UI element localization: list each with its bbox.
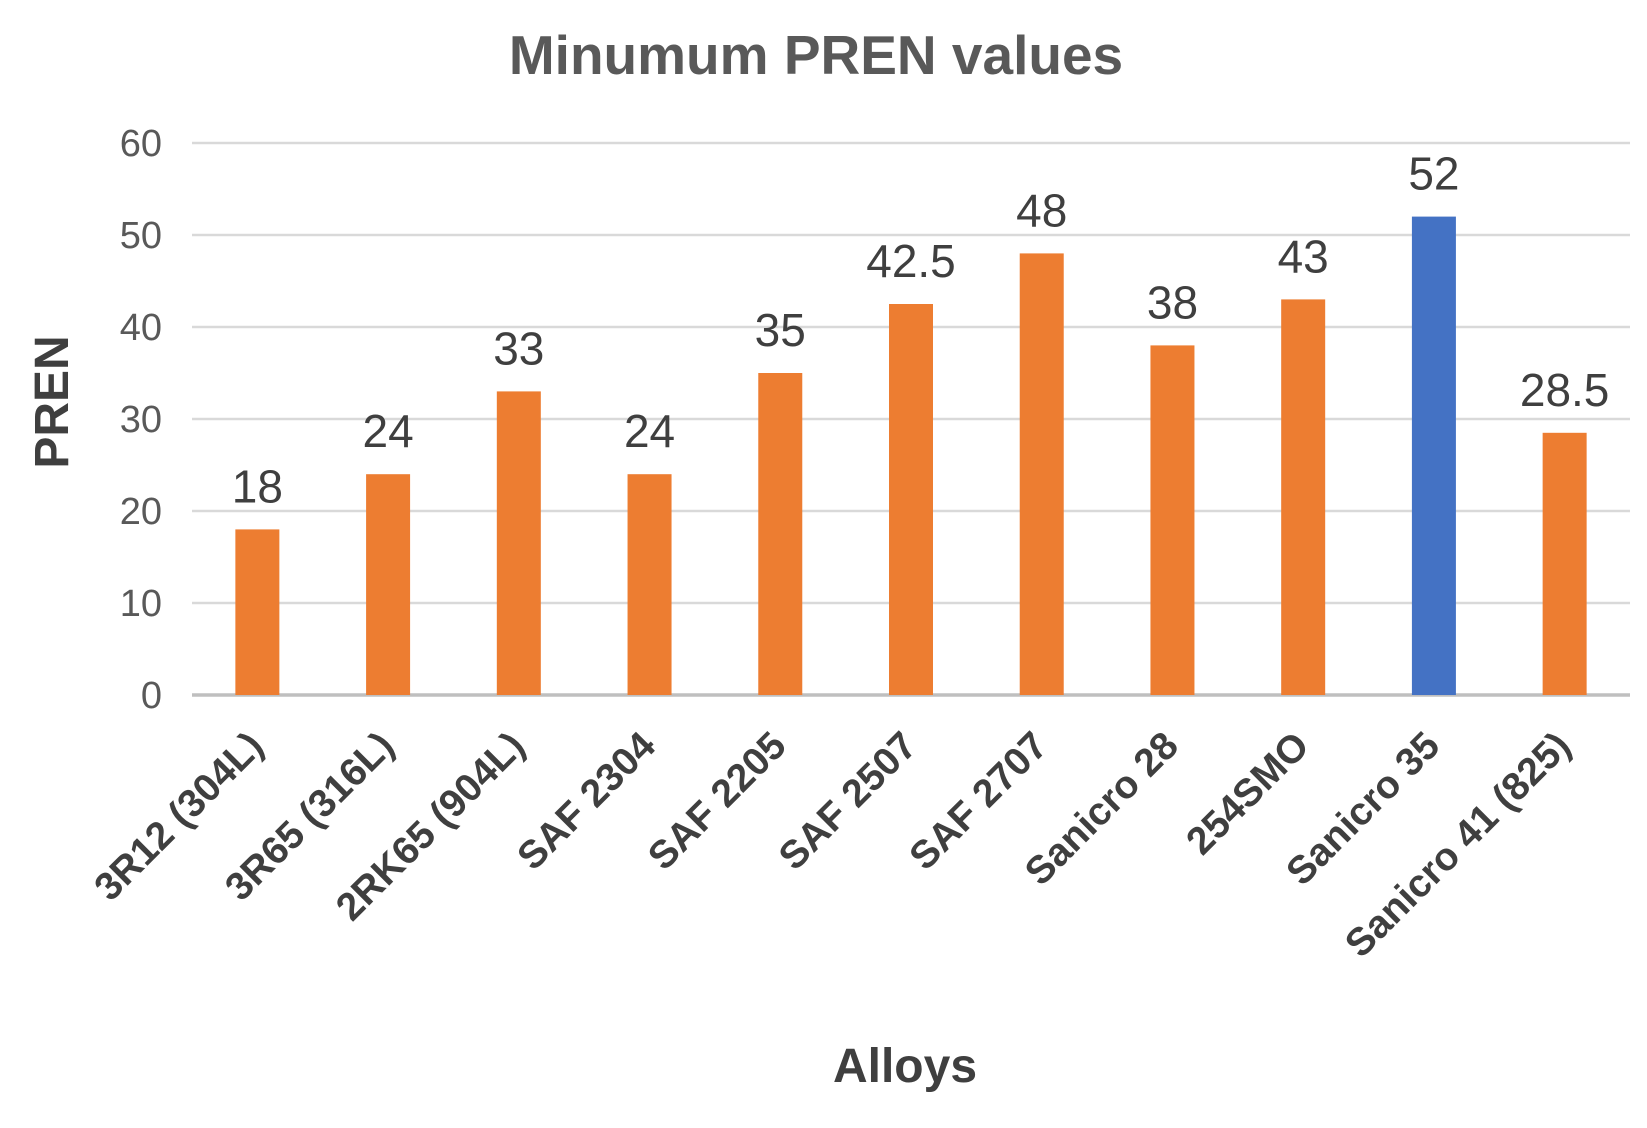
bar-7: [1150, 345, 1195, 695]
bar-2: [496, 391, 541, 695]
y-tick-label: 60: [120, 123, 162, 165]
bar-8: [1281, 299, 1326, 695]
y-tick-label: 50: [120, 215, 162, 257]
y-tick-labels-group: 0 10 20 30 40 50 60: [120, 123, 162, 717]
bar-1: [366, 474, 411, 695]
value-label: 52: [1408, 148, 1459, 200]
y-tick-label: 0: [141, 675, 162, 717]
value-label: 42.5: [866, 235, 956, 287]
y-tick-label: 10: [120, 583, 162, 625]
value-labels-group: 18 24 33 24 35 42.5 48 38 43 52 28.5: [232, 148, 1610, 513]
value-label: 35: [755, 304, 806, 356]
chart-title: Minumum PREN values: [509, 24, 1123, 86]
bar-3: [627, 474, 672, 695]
value-label: 24: [363, 405, 414, 457]
value-label: 18: [232, 460, 283, 512]
x-axis-title: Alloys: [833, 1040, 977, 1093]
category-label: 254SMO: [1178, 724, 1317, 863]
category-labels-group: 3R12 (304L)3R65 (316L)2RK65 (904L)SAF 23…: [87, 724, 1579, 966]
value-label: 24: [624, 405, 675, 457]
y-tick-label: 20: [120, 491, 162, 533]
y-tick-label: 30: [120, 399, 162, 441]
bar-5: [889, 304, 933, 695]
value-label: 33: [493, 322, 544, 374]
y-tick-label: 40: [120, 307, 162, 349]
bar-4: [758, 373, 803, 695]
bars-group: [235, 216, 1587, 695]
category-label: SAF 2507: [771, 724, 926, 879]
value-label: 43: [1278, 230, 1329, 282]
bar-9: [1411, 216, 1456, 695]
y-axis-title: PREN: [26, 335, 79, 468]
value-label: 28.5: [1520, 364, 1610, 416]
value-label: 38: [1147, 276, 1198, 328]
category-label: Sanicro 41 (825): [1337, 724, 1579, 966]
category-label: SAF 2205: [640, 724, 795, 879]
bar-10: [1542, 432, 1587, 695]
bar-0: [235, 529, 280, 695]
category-label: SAF 2304: [509, 724, 664, 879]
bar-6: [1019, 253, 1064, 695]
value-label: 48: [1016, 184, 1067, 236]
